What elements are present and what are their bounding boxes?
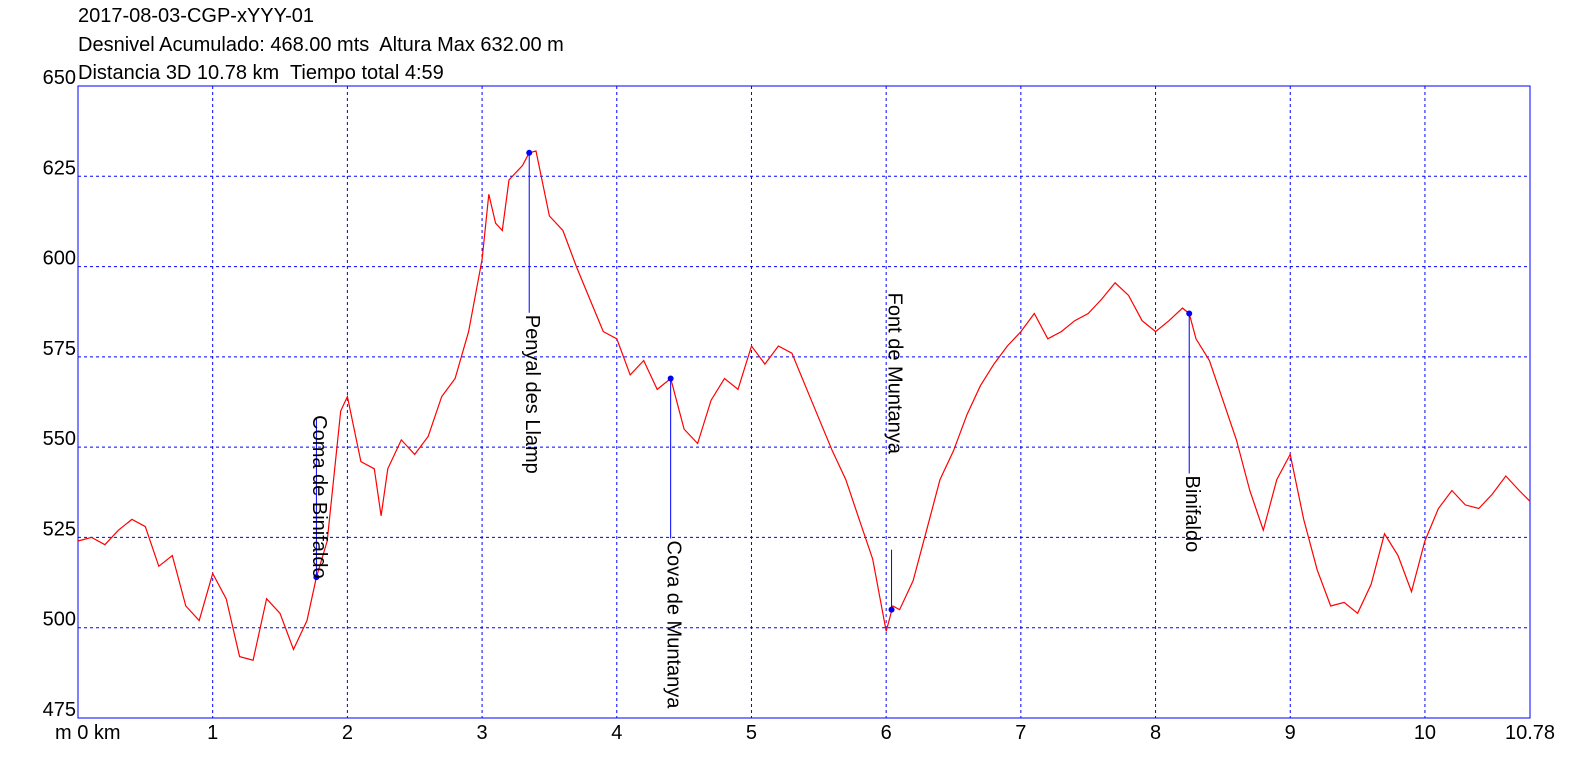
x-tick-label: 10 xyxy=(1414,722,1436,744)
x-tick-label: m 0 km xyxy=(55,722,121,744)
x-tick-label: 7 xyxy=(1015,722,1026,744)
elevation-line xyxy=(77,150,1531,661)
x-tick-label: 10.78 xyxy=(1505,722,1555,744)
y-tick-label: 500 xyxy=(43,609,76,631)
x-tick-label: 2 xyxy=(342,722,353,744)
y-tick-label: 650 xyxy=(43,67,76,89)
y-tick-label: 600 xyxy=(43,248,76,270)
x-tick-label: 9 xyxy=(1285,722,1296,744)
x-tick-label: 4 xyxy=(611,722,622,744)
annotation-label: Cova de Muntanya xyxy=(662,541,684,710)
annotation-marker xyxy=(313,574,320,581)
plot-frame xyxy=(77,85,1531,719)
annotation-label: Coma de Binifaldo xyxy=(308,415,330,578)
annotation-label: Font de Muntanya xyxy=(883,293,905,455)
x-tick-label: 6 xyxy=(881,722,892,744)
y-tick-label: 625 xyxy=(43,157,76,179)
y-tick-label: 550 xyxy=(43,428,76,450)
x-tick-label: 1 xyxy=(207,722,218,744)
annotation-marker xyxy=(526,149,533,156)
annotation-marker xyxy=(888,606,895,613)
annotation-marker xyxy=(667,375,674,382)
y-tick-label: 475 xyxy=(43,699,76,721)
chart-subtitle: Desnivel Acumulado: 468.00 mts Altura Ma… xyxy=(78,34,564,56)
chart-title: 2017-08-03-CGP-xYYY-01 xyxy=(78,5,314,27)
annotation-label: Binifaldo xyxy=(1181,476,1203,553)
chart-subtitle: Distancia 3D 10.78 km Tiempo total 4:59 xyxy=(78,62,444,84)
y-tick-label: 525 xyxy=(43,518,76,540)
annotation-label: Penyal des Llamp xyxy=(521,315,543,474)
x-tick-label: 5 xyxy=(746,722,757,744)
y-tick-label: 575 xyxy=(43,338,76,360)
x-tick-label: 8 xyxy=(1150,722,1161,744)
x-tick-label: 3 xyxy=(477,722,488,744)
annotation-marker xyxy=(1186,310,1193,317)
